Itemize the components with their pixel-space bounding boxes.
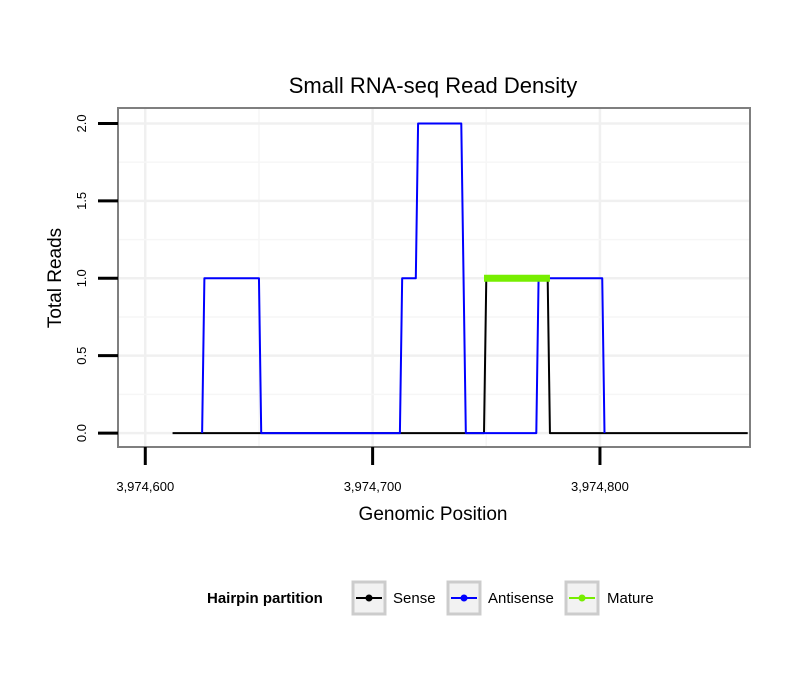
legend-label-antisense: Antisense [488,590,554,607]
series-group [172,122,748,435]
legend-label-mature: Mature [607,590,654,607]
y-tick-label: 1.0 [74,269,89,287]
y-tick-label: 1.5 [74,192,89,210]
x-axis: 3,974,600 3,974,700 3,974,800 [116,447,629,494]
legend: Hairpin partition Sense Antisense Mature [207,580,654,616]
x-axis-title: Genomic Position [359,504,508,525]
x-tick-label: 3,974,600 [116,479,174,494]
legend-key-mature [564,580,600,616]
legend-key-sense [351,580,387,616]
y-tick-label: 0.0 [74,424,89,442]
y-axis: 0.0 0.5 1.0 1.5 2.0 [74,114,118,442]
legend-title: Hairpin partition [207,590,323,607]
y-tick-label: 2.0 [74,114,89,132]
legend-key-antisense [446,580,482,616]
x-tick-label: 3,974,700 [344,479,402,494]
y-tick-label: 0.5 [74,347,89,365]
legend-label-sense: Sense [393,590,436,607]
series-line-antisense [201,122,606,435]
x-tick-label: 3,974,800 [571,479,629,494]
chart-title: Small RNA-seq Read Density [289,73,578,98]
y-axis-title: Total Reads [45,228,66,328]
